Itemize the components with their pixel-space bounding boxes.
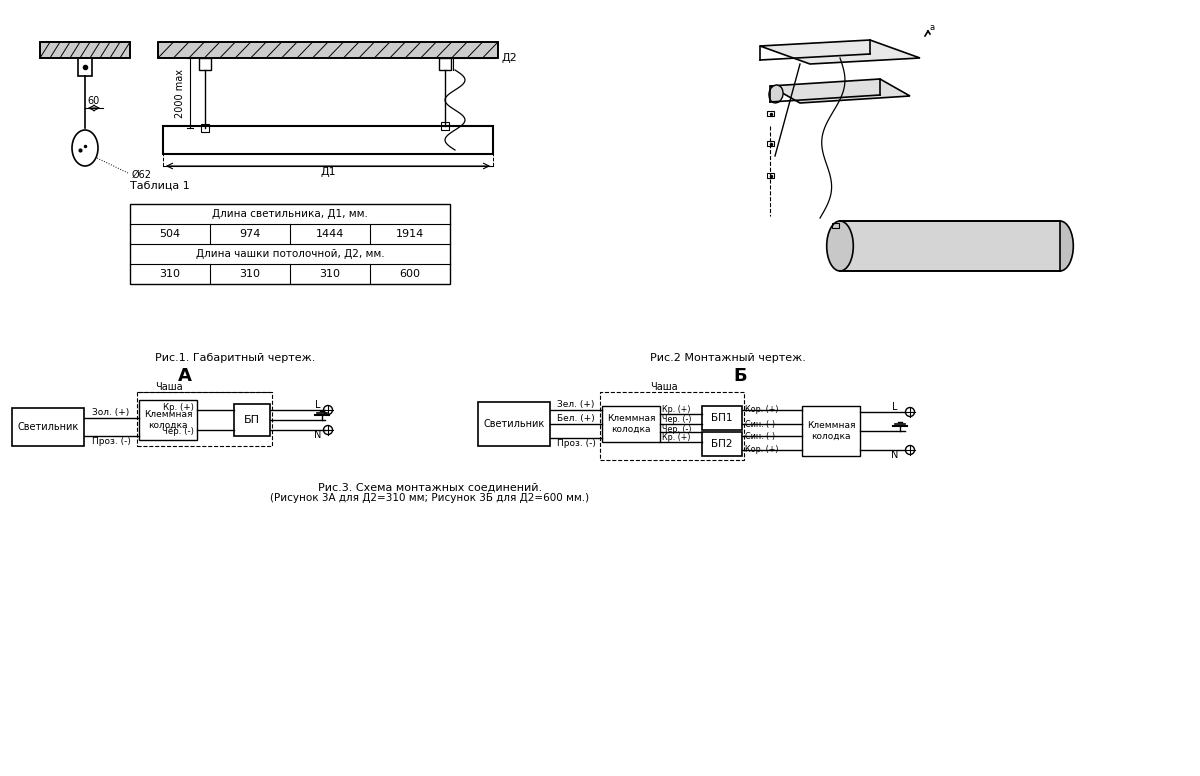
Bar [40,42,130,58]
Text: Чер. (-): Чер. (-) [662,414,691,424]
Text: Син. (-): Син. (-) [745,420,775,428]
Text: Кр. (+): Кр. (+) [662,404,690,414]
Text: L: L [893,402,898,412]
Text: N: N [314,430,322,440]
Text: Кр. (+): Кр. (+) [163,404,194,413]
Text: БП2: БП2 [712,439,733,449]
Polygon shape [760,40,920,64]
Bar [832,223,839,228]
Bar [158,42,498,58]
Text: Чёр. (-): Чёр. (-) [162,428,194,436]
Text: Светильник: Светильник [484,419,545,429]
Text: Рис.3. Схема монтажных соединений.: Рис.3. Схема монтажных соединений. [318,483,542,493]
Text: Таблица 1: Таблица 1 [130,181,190,191]
Bar [840,221,1060,271]
Text: Проз. (-): Проз. (-) [557,438,595,448]
Ellipse shape [769,85,784,103]
Text: БП: БП [244,415,260,425]
Text: N: N [892,450,899,460]
Bar [767,111,774,116]
Text: Чер. (-): Чер. (-) [662,424,691,434]
Bar [202,124,209,132]
Bar [802,406,860,456]
Text: Б: Б [733,367,746,385]
Text: a: a [930,23,935,33]
Text: Длина светильника, Д1, мм.: Длина светильника, Д1, мм. [212,209,368,219]
Bar [767,173,774,178]
Text: Кр. (+): Кр. (+) [662,434,690,442]
Text: Ø62: Ø62 [132,170,152,180]
Text: 310: 310 [160,269,180,279]
Ellipse shape [1046,221,1073,271]
Text: Д1: Д1 [320,167,336,177]
Text: Кор. (+): Кор. (+) [745,406,779,414]
Text: Зол. (+): Зол. (+) [92,408,130,417]
Bar [702,432,742,456]
Bar [442,122,449,130]
Text: 310: 310 [319,269,341,279]
Bar [163,126,493,154]
Text: Бел. (+): Бел. (+) [557,414,595,424]
Text: Клеммная
колодка: Клеммная колодка [144,411,192,430]
Text: Кор. (+): Кор. (+) [745,445,779,455]
Text: Зел. (+): Зел. (+) [557,400,595,410]
Bar [600,392,744,460]
Text: Рис.2 Монтажный чертеж.: Рис.2 Монтажный чертеж. [650,353,806,363]
Text: 2000 max: 2000 max [175,68,185,117]
Bar [602,406,660,442]
Text: 1914: 1914 [396,229,424,239]
Text: Клеммная
колодка: Клеммная колодка [607,414,655,434]
Text: А: А [178,367,192,385]
Bar [12,408,84,446]
Text: 974: 974 [239,229,260,239]
Text: Длина чашки потолочной, Д2, мм.: Длина чашки потолочной, Д2, мм. [196,249,384,259]
Text: Клеммная
колодка: Клеммная колодка [806,421,856,441]
Bar [78,58,92,76]
Bar [199,58,211,70]
Bar [40,42,130,58]
Text: Чаша: Чаша [650,382,678,392]
Text: Чаша: Чаша [155,382,182,392]
Text: L: L [316,400,320,410]
Text: Светильник: Светильник [17,422,79,432]
Text: (Рисунок 3А для Д2=310 мм; Рисунок 3Б для Д2=600 мм.): (Рисунок 3А для Д2=310 мм; Рисунок 3Б дл… [270,493,589,503]
Bar [234,404,270,436]
Bar [137,392,272,446]
Bar [158,42,498,58]
Text: 504: 504 [160,229,180,239]
Ellipse shape [827,221,853,271]
Text: Син. (-): Син. (-) [745,431,775,441]
Bar [478,402,550,446]
Bar [139,400,197,440]
Polygon shape [770,79,910,103]
Text: Проз. (-): Проз. (-) [91,436,131,445]
Text: БП1: БП1 [712,413,733,423]
Bar [439,58,451,70]
Text: 1444: 1444 [316,229,344,239]
Text: 60: 60 [88,96,100,106]
Text: Рис.1. Габаритный чертеж.: Рис.1. Габаритный чертеж. [155,353,316,363]
Bar [130,204,450,284]
Text: 310: 310 [240,269,260,279]
Ellipse shape [72,130,98,166]
Text: Д2: Д2 [502,53,517,63]
Bar [767,141,774,146]
Bar [702,406,742,430]
Text: 600: 600 [400,269,420,279]
